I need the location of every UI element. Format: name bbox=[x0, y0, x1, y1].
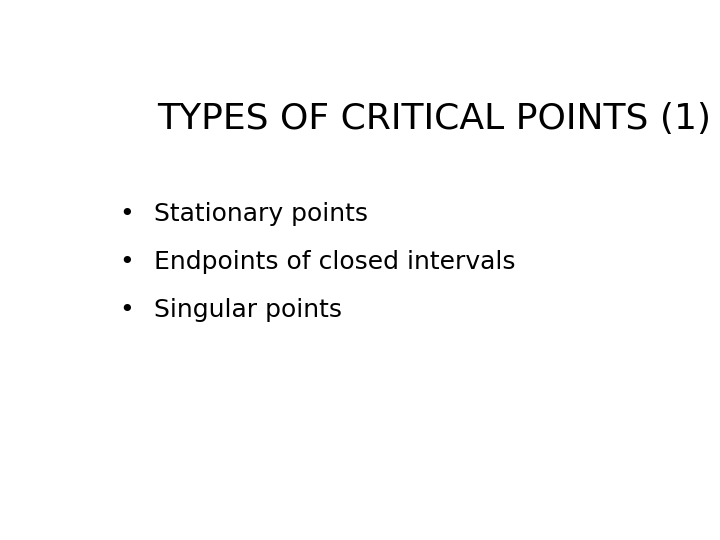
Text: TYPES OF CRITICAL POINTS (1): TYPES OF CRITICAL POINTS (1) bbox=[157, 102, 711, 136]
Text: Endpoints of closed intervals: Endpoints of closed intervals bbox=[154, 250, 516, 274]
Text: •: • bbox=[119, 250, 134, 274]
Text: •: • bbox=[119, 202, 134, 226]
Text: •: • bbox=[119, 298, 134, 322]
Text: Singular points: Singular points bbox=[154, 298, 342, 322]
Text: Stationary points: Stationary points bbox=[154, 202, 368, 226]
